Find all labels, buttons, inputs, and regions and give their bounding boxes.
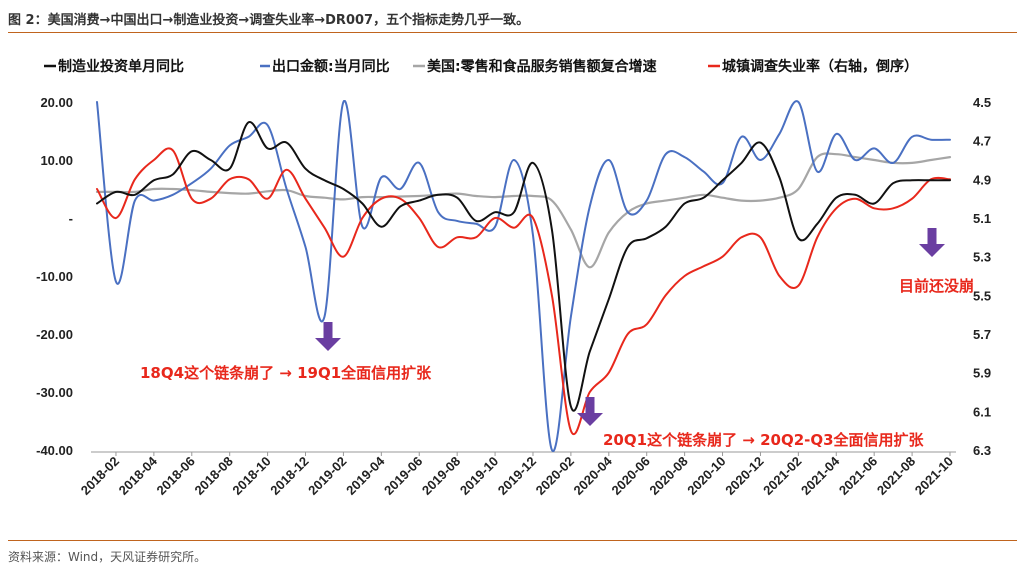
right-tick-label: 5.5	[973, 288, 991, 303]
left-tick-label: 10.00	[40, 153, 73, 168]
left-tick-label: -40.00	[36, 443, 73, 458]
legend-label-manufacturing: 制造业投资单月同比	[58, 58, 184, 75]
x-tick-label: 2018-12	[267, 454, 311, 498]
x-tick-label: 2019-06	[381, 454, 425, 498]
x-tick-label: 2021-10	[912, 454, 956, 498]
right-tick-label: 5.1	[973, 211, 991, 226]
right-tick-label: 4.7	[973, 134, 991, 149]
x-tick-label: 2018-04	[116, 453, 161, 498]
x-tick-label: 2018-10	[229, 454, 273, 498]
down-arrow-20q1	[577, 397, 603, 426]
x-tick-label: 2018-06	[154, 454, 198, 498]
x-tick-label: 2018-02	[78, 454, 122, 498]
down-arrow-current	[919, 228, 945, 257]
left-axis: 20.00 10.00 - -10.00 -20.00 -30.00 -40.00	[36, 95, 73, 458]
top-rule	[8, 32, 1017, 33]
left-tick-label: -	[69, 211, 73, 226]
series-lines	[95, 100, 952, 452]
right-tick-label: 4.9	[973, 172, 991, 187]
left-tick-label: -30.00	[36, 385, 73, 400]
series-line-exports	[96, 100, 951, 452]
x-tick-label: 2020-08	[646, 454, 690, 498]
right-axis: 4.5 4.7 4.9 5.1 5.3 5.5 5.7 5.9 6.1 6.3	[973, 95, 991, 458]
x-tick-label: 2021-06	[836, 454, 880, 498]
left-tick-label: -10.00	[36, 269, 73, 284]
x-tick-label: 2019-12	[495, 454, 539, 498]
left-tick-label: 20.00	[40, 95, 73, 110]
series-line-unemployment	[96, 147, 951, 435]
annotation-text: 18Q4这个链条崩了 → 19Q1全面信用扩张	[140, 364, 432, 382]
x-tick-label: 2021-02	[760, 454, 804, 498]
left-tick-label: -20.00	[36, 327, 73, 342]
figure-title: 图 2：美国消费→中国出口→制造业投资→调查失业率→DR007，五个指标走势几乎…	[8, 13, 530, 28]
x-tick-label: 2019-08	[419, 454, 463, 498]
bottom-rule	[8, 540, 1017, 541]
x-tick-label: 2020-12	[722, 454, 766, 498]
legend-label-exports: 出口金额:当月同比	[272, 58, 390, 75]
x-tick-label: 2020-10	[684, 454, 728, 498]
legend-label-unemployment: 城镇调查失业率（右轴，倒序）	[722, 58, 918, 75]
series-line-us_retail	[95, 152, 952, 269]
annotations: 18Q4这个链条崩了 → 19Q1全面信用扩张 20Q1这个链条崩了 → 20Q2…	[140, 228, 974, 449]
legend-label-us_retail: 美国:零售和食品服务销售额复合增速	[427, 58, 657, 75]
x-tick-label: 2020-02	[533, 454, 577, 498]
right-tick-label: 5.9	[973, 366, 991, 381]
x-tick-label: 2018-08	[191, 454, 235, 498]
right-tick-label: 6.1	[973, 404, 991, 419]
down-arrow-18q4	[315, 322, 341, 351]
right-tick-label: 4.5	[973, 95, 991, 110]
x-tick-label: 2020-04	[571, 453, 616, 498]
x-axis: 2018-022018-042018-062018-082018-102018-…	[78, 451, 956, 498]
right-tick-label: 5.7	[973, 327, 991, 342]
right-tick-label: 6.3	[973, 443, 991, 458]
x-tick-label: 2020-06	[608, 454, 652, 498]
chart-legend: 制造业投资单月同比 出口金额:当月同比 美国:零售和食品服务销售额复合增速 城镇调查失…	[44, 58, 918, 75]
x-tick-label: 2019-02	[305, 454, 349, 498]
annotation-text: 目前还没崩	[899, 277, 974, 295]
x-tick-label: 2019-04	[343, 453, 388, 498]
series-line-manufacturing	[96, 121, 951, 412]
source-note: 资料来源：Wind，天风证券研究所。	[8, 550, 207, 564]
right-tick-label: 5.3	[973, 250, 991, 265]
x-tick-label: 2019-10	[457, 454, 501, 498]
annotation-text: 20Q1这个链条崩了 → 20Q2-Q3全面信用扩张	[603, 431, 925, 449]
x-tick-label: 2021-04	[798, 453, 843, 498]
x-tick-label: 2021-08	[874, 454, 918, 498]
